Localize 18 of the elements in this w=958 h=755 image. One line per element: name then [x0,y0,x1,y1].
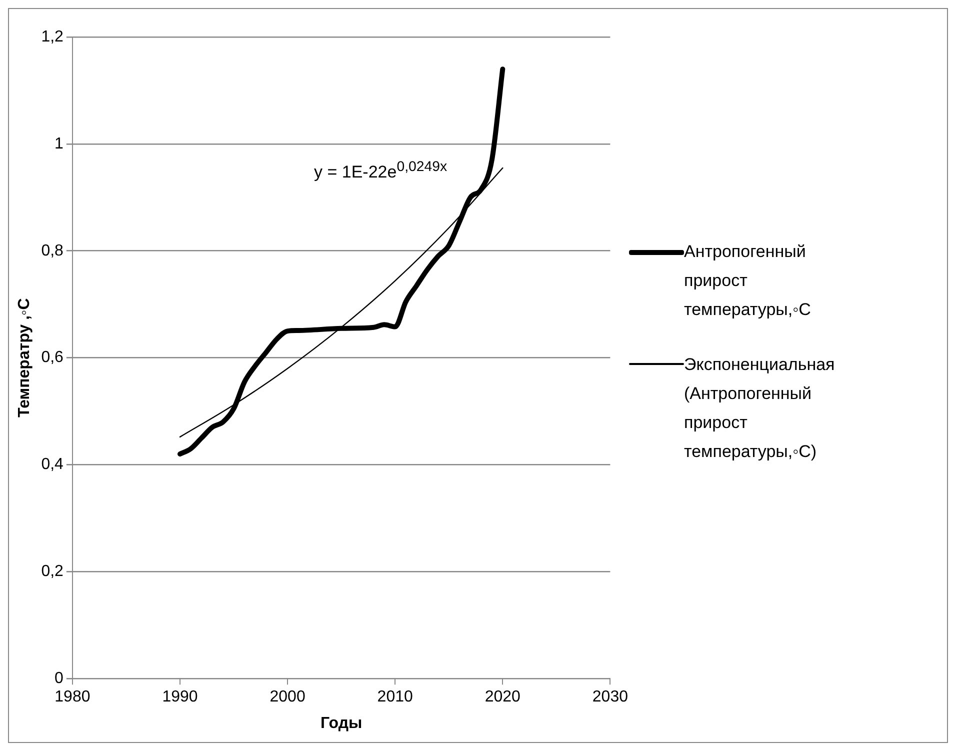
y-axis-title: Температру ,◦C [16,298,34,418]
x-tick-label: 2020 [484,688,521,706]
y-tick-label: 1 [54,135,64,152]
legend-label: Экспоненциальная (Антропогенный прирост температуры,◦C) [684,354,836,463]
x-tick-label: 2000 [270,688,306,706]
y-tick-label: 0,2 [41,563,64,580]
y-tick-label: 0,8 [41,242,64,260]
x-tick-label: 1980 [54,688,90,706]
annotation: y = 1E-22e$^{0,0249x}$ [314,159,448,183]
x-tick-label: 1990 [162,688,198,706]
x-tick-label: 2030 [592,688,628,706]
y-tick-label: 0 [54,670,64,688]
x-tick-label: 2010 [377,688,413,706]
y-tick-label: 0,6 [41,349,64,366]
y-tick-label: 0,4 [41,456,64,474]
x-axis-title: Годы [320,714,362,732]
legend-label: Антропогенный прирост температуры,◦C [684,241,812,321]
y-tick-label: 1,2 [41,28,64,46]
